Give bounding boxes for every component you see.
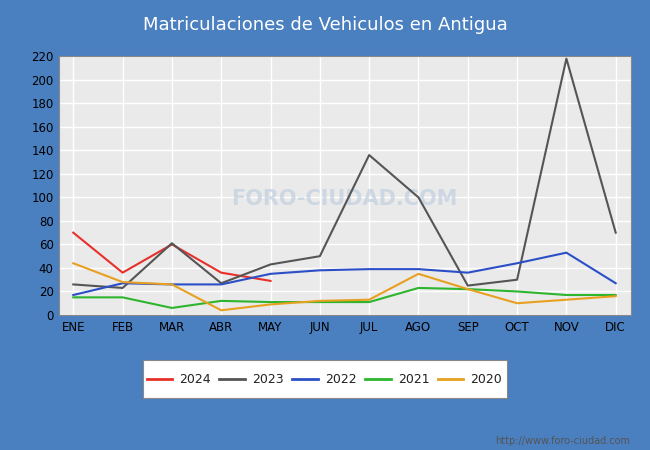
2022 [365, 266, 373, 272]
2022 [119, 280, 127, 286]
2023 [365, 153, 373, 158]
2020 [415, 271, 422, 277]
Text: Matriculaciones de Vehiculos en Antigua: Matriculaciones de Vehiculos en Antigua [142, 16, 508, 34]
Line: 2023: 2023 [73, 58, 616, 288]
2024 [168, 242, 176, 247]
2022 [168, 282, 176, 287]
2021 [415, 285, 422, 291]
2023 [464, 283, 472, 288]
2020 [266, 302, 274, 307]
2023 [119, 285, 127, 291]
2020 [612, 293, 619, 299]
2020 [119, 279, 127, 285]
2023 [612, 230, 619, 235]
2020 [316, 298, 324, 304]
2022 [217, 282, 225, 287]
2023 [168, 241, 176, 246]
2024 [266, 278, 274, 284]
2020 [514, 301, 521, 306]
2023 [514, 277, 521, 283]
2021 [266, 299, 274, 305]
2023 [562, 56, 570, 61]
2022 [415, 266, 422, 272]
2020 [464, 287, 472, 292]
2020 [70, 261, 77, 266]
2022 [70, 292, 77, 298]
Text: 2022: 2022 [325, 373, 357, 386]
2022 [464, 270, 472, 275]
2022 [562, 250, 570, 255]
2020 [217, 308, 225, 313]
2023 [266, 262, 274, 267]
2024 [119, 270, 127, 275]
2021 [119, 295, 127, 300]
Line: 2022: 2022 [73, 252, 616, 295]
Line: 2021: 2021 [73, 288, 616, 308]
Text: FORO-CIUDAD.COM: FORO-CIUDAD.COM [231, 189, 458, 208]
2020 [562, 297, 570, 302]
2021 [365, 299, 373, 305]
2020 [365, 297, 373, 302]
2021 [612, 292, 619, 298]
2021 [514, 289, 521, 294]
2021 [316, 299, 324, 305]
Text: http://www.foro-ciudad.com: http://www.foro-ciudad.com [495, 436, 630, 446]
2021 [562, 292, 570, 298]
2022 [612, 280, 619, 286]
2022 [316, 268, 324, 273]
2021 [464, 287, 472, 292]
2024 [70, 230, 77, 235]
2021 [168, 305, 176, 310]
2024 [217, 270, 225, 275]
Line: 2024: 2024 [73, 233, 270, 281]
Text: 2021: 2021 [398, 373, 430, 386]
Text: 2024: 2024 [179, 373, 211, 386]
2021 [217, 298, 225, 304]
2022 [266, 271, 274, 277]
Text: 2023: 2023 [252, 373, 284, 386]
2023 [316, 253, 324, 259]
Line: 2020: 2020 [73, 263, 616, 310]
2023 [217, 280, 225, 286]
2023 [415, 195, 422, 200]
2022 [514, 261, 521, 266]
2020 [168, 282, 176, 287]
2023 [70, 282, 77, 287]
Text: 2020: 2020 [471, 373, 502, 386]
2021 [70, 295, 77, 300]
